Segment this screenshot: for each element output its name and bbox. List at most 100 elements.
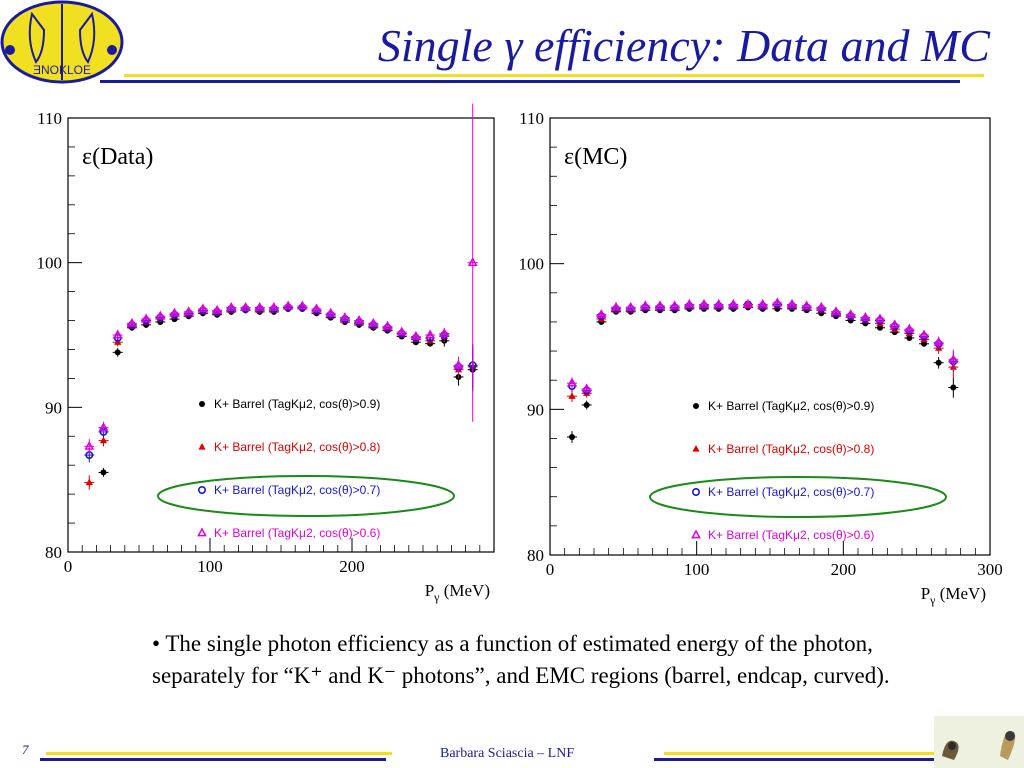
legend: K+ Barrel (TagKμ2, cos(θ)>0.9) K+ Barrel … bbox=[691, 399, 874, 542]
data-point bbox=[114, 349, 121, 356]
page-number: 7 bbox=[22, 742, 29, 757]
x-tick-label: 200 bbox=[339, 557, 365, 576]
data-point bbox=[816, 301, 827, 311]
footer-rule-blue-right bbox=[654, 758, 984, 761]
data-point bbox=[467, 257, 478, 267]
data-point bbox=[743, 298, 753, 308]
highlight-ellipse bbox=[649, 476, 947, 518]
panel-label: ε(MC) bbox=[564, 144, 627, 170]
footer-author: Barbara Sciascia – LNF bbox=[440, 746, 575, 761]
data-point bbox=[640, 300, 651, 310]
legend-entry: K+ Barrel (TagKμ2, cos(θ)>0.8) bbox=[708, 442, 874, 456]
data-point bbox=[713, 298, 724, 308]
data-point bbox=[891, 325, 899, 332]
data-point bbox=[669, 300, 680, 310]
chart-panel-2: 80 90 100 110 0 100 200 300 Pγ (MeV) ε(MC) K+ Barr… bbox=[519, 109, 1003, 607]
data-point bbox=[581, 383, 592, 393]
data-point bbox=[877, 324, 883, 331]
chart-panel-1: 80 90 100 110 0 100 200 Pγ (MeV) ε(Data) K+ Barre… bbox=[37, 103, 495, 604]
legend-marker bbox=[691, 487, 700, 496]
data-point bbox=[757, 298, 768, 308]
data-point bbox=[596, 309, 607, 318]
y-tick-label: 100 bbox=[519, 255, 545, 274]
data-point bbox=[396, 326, 407, 336]
y-tick-label: 90 bbox=[45, 398, 62, 417]
data-point bbox=[860, 311, 871, 321]
legend-entry: K+ Barrel (TagKμ2, cos(θ)>0.6) bbox=[708, 528, 874, 542]
legend-entry: K+ Barrel (TagKμ2, cos(θ)>0.6) bbox=[214, 526, 380, 540]
y-tick-label: 110 bbox=[519, 109, 544, 128]
highlight-ellipse bbox=[157, 475, 455, 517]
data-point bbox=[787, 298, 797, 308]
data-point bbox=[876, 319, 884, 326]
data-point bbox=[948, 354, 959, 364]
series-3 bbox=[84, 303, 478, 463]
data-point bbox=[269, 301, 279, 311]
legend-entry: K+ Barrel (TagKμ2, cos(θ)>0.9) bbox=[708, 399, 874, 413]
x-tick-label: 200 bbox=[831, 560, 857, 579]
footer-rule-yellow-right bbox=[664, 752, 994, 755]
data-point bbox=[728, 298, 739, 308]
series-3 bbox=[567, 300, 959, 395]
bullet-text: • The single photon efficiency as a func… bbox=[152, 631, 890, 688]
data-point bbox=[254, 301, 265, 311]
y-tick-label: 80 bbox=[45, 543, 62, 562]
legend-marker bbox=[198, 485, 207, 494]
series-4 bbox=[567, 297, 959, 394]
footer-rule-blue bbox=[40, 758, 386, 761]
y-tick-label: 100 bbox=[37, 254, 63, 273]
data-point bbox=[845, 309, 856, 318]
y-tick-label: 110 bbox=[37, 109, 62, 128]
data-point bbox=[772, 297, 783, 307]
data-point bbox=[935, 359, 942, 366]
data-point bbox=[311, 303, 322, 313]
data-point bbox=[84, 440, 95, 450]
data-point bbox=[127, 317, 137, 327]
legend-marker bbox=[692, 445, 700, 452]
legend-marker bbox=[691, 529, 701, 539]
data-point bbox=[169, 307, 180, 317]
legend-entry: K+ Barrel (TagKμ2, cos(θ)>0.8) bbox=[214, 440, 380, 454]
data-point bbox=[100, 469, 107, 476]
series-2 bbox=[567, 301, 959, 403]
data-point bbox=[655, 300, 665, 310]
legend-marker bbox=[198, 443, 206, 450]
logo-text: ƎNOKLOE bbox=[33, 63, 91, 77]
kloe-logo: ƎNOKLOE bbox=[0, 0, 124, 84]
legend-entry: K+ Barrel (TagKμ2, cos(θ)>0.7) bbox=[708, 485, 874, 499]
data-point bbox=[212, 304, 222, 314]
data-point bbox=[411, 330, 421, 340]
x-axis-label: Pγ (MeV) bbox=[921, 584, 986, 607]
data-point bbox=[831, 306, 841, 316]
data-point bbox=[933, 336, 944, 346]
data-point bbox=[801, 300, 812, 310]
data-point bbox=[904, 323, 915, 333]
data-point bbox=[439, 327, 450, 337]
data-point bbox=[889, 319, 900, 329]
footer-rule-yellow bbox=[46, 752, 392, 755]
data-point bbox=[684, 298, 695, 308]
data-point bbox=[425, 329, 435, 339]
series-4 bbox=[84, 103, 478, 454]
data-point bbox=[283, 300, 293, 310]
y-tick-label: 90 bbox=[527, 400, 544, 419]
legend-marker bbox=[197, 527, 207, 537]
header-rule-blue bbox=[100, 80, 960, 83]
data-point bbox=[325, 307, 336, 317]
data-point bbox=[921, 340, 927, 347]
data-point bbox=[112, 329, 123, 339]
data-point bbox=[240, 301, 251, 311]
x-tick-label: 300 bbox=[977, 560, 1003, 579]
panel-label: ε(Data) bbox=[82, 144, 153, 170]
legend-entry: K+ Barrel (TagKμ2, cos(θ)>0.9) bbox=[214, 397, 380, 411]
data-point bbox=[382, 320, 393, 330]
header-rule-yellow bbox=[124, 74, 984, 77]
data-point bbox=[568, 392, 576, 399]
corner-decoration-image bbox=[934, 716, 1024, 768]
data-point bbox=[950, 384, 957, 391]
data-point bbox=[875, 313, 885, 323]
data-point bbox=[567, 377, 577, 387]
data-point bbox=[198, 303, 208, 313]
data-point bbox=[919, 329, 929, 339]
data-point bbox=[569, 434, 575, 441]
